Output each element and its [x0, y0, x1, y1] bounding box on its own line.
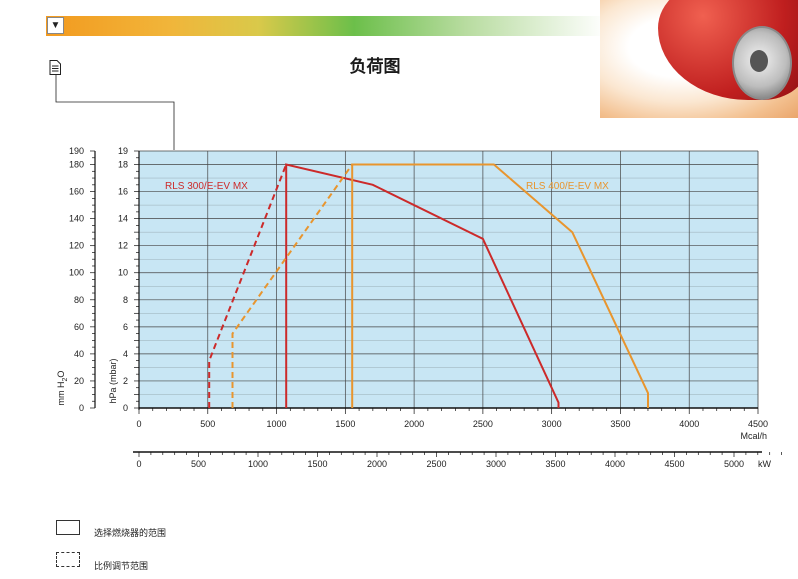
left-y-tick-label: 140: [69, 214, 84, 224]
series-2-label: RLS 400/E-EV MX: [526, 181, 609, 192]
right-y-tick-label: 14: [118, 214, 128, 224]
kw-x-tick-label: 3000: [486, 459, 506, 469]
legend-selection-label: 选择燃烧器的范围: [94, 528, 167, 538]
kw-x-tick-label: 2500: [426, 459, 446, 469]
legend-modulation-label: 比例调节范围: [94, 561, 149, 571]
legend-selection-swatch: [56, 520, 80, 535]
mcal-x-tick-label: 2500: [473, 419, 493, 429]
right-y-tick-label: 6: [123, 322, 128, 332]
kw-x-tick-label: 2000: [367, 459, 387, 469]
right-y-tick-label: 4: [123, 349, 128, 359]
left-y-tick-label: 120: [69, 241, 84, 251]
series-1-range-line: [285, 163, 560, 408]
kw-x-tick-label: 4000: [605, 459, 625, 469]
labels: 0246810121416181902040608010012014016018…: [56, 146, 772, 469]
mcal-x-tick-label: 500: [200, 419, 215, 429]
chevron-down-icon: ▼: [50, 20, 61, 31]
grid-lines: [139, 150, 759, 408]
left-y-tick-label: 60: [74, 322, 84, 332]
right-y-tick-label: 0: [123, 403, 128, 413]
series-group: [208, 163, 649, 408]
mcal-x-tick-label: 0: [136, 419, 141, 429]
series-2-modulation-line: [231, 163, 354, 408]
axes: [90, 150, 782, 457]
kw-x-tick-label: 1500: [307, 459, 327, 469]
mcal-x-tick-label: 4000: [679, 419, 699, 429]
mcal-x-tick-label: 1500: [335, 419, 355, 429]
left-y-axis-title: mm H2O: [56, 371, 69, 406]
left-y-tick-label: 180: [69, 160, 84, 170]
left-y-tick-label: 0: [79, 403, 84, 413]
mcal-axis-label: Mcal/h: [740, 431, 767, 441]
series-1-modulation-line: [208, 164, 288, 408]
kw-x-tick-label: 1000: [248, 459, 268, 469]
burner-photo: [600, 0, 798, 118]
document-icon[interactable]: [49, 60, 61, 75]
right-y-tick-label: 12: [118, 241, 128, 251]
mcal-x-tick-label: 4500: [748, 419, 768, 429]
kw-x-tick-label: 3500: [545, 459, 565, 469]
left-y-tick-label: 40: [74, 349, 84, 359]
right-y-tick-label: 19: [118, 146, 128, 156]
plot-background: [139, 151, 758, 408]
left-y-tick-label: 190: [69, 146, 84, 156]
mcal-x-tick-label: 3000: [542, 419, 562, 429]
right-y-tick-label: 10: [118, 268, 128, 278]
series-1-label: RLS 300/E-EV MX: [165, 181, 248, 192]
mcal-x-tick-label: 1000: [267, 419, 287, 429]
left-y-tick-label: 100: [69, 268, 84, 278]
right-y-axis-title: hPa (mbar): [108, 358, 118, 403]
kw-x-tick-label: 5000: [724, 459, 744, 469]
mcal-x-tick-label: 2000: [404, 419, 424, 429]
dropdown-button[interactable]: ▼: [47, 17, 64, 34]
right-y-tick-label: 18: [118, 160, 128, 170]
series-2-range-line: [351, 163, 649, 408]
left-y-tick-label: 160: [69, 187, 84, 197]
right-y-tick-label: 2: [123, 376, 128, 386]
connector-line: [55, 75, 175, 150]
right-y-tick-label: 8: [123, 295, 128, 305]
kw-x-tick-label: 500: [191, 459, 206, 469]
right-y-tick-label: 16: [118, 187, 128, 197]
left-y-tick-label: 80: [74, 295, 84, 305]
left-y-tick-label: 20: [74, 376, 84, 386]
kw-x-tick-label: 4500: [664, 459, 684, 469]
burner-fan-center: [750, 50, 768, 72]
header-gradient-bar: [46, 16, 606, 36]
page-title: 负荷图: [349, 57, 401, 76]
kw-x-tick-label: 0: [136, 459, 141, 469]
legend-modulation-swatch: [56, 552, 80, 567]
mcal-x-tick-label: 3500: [610, 419, 630, 429]
kw-axis-label: kW: [758, 459, 772, 469]
